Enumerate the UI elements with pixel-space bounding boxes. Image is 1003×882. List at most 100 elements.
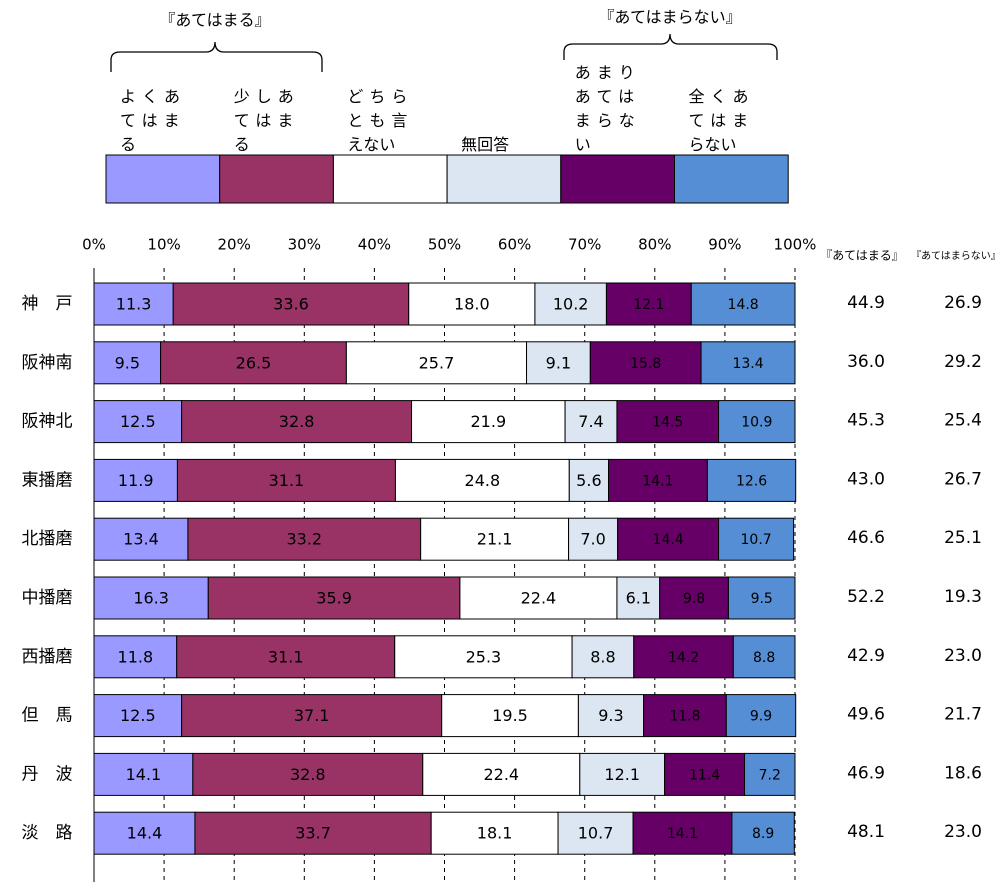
value-label: 26.5: [236, 353, 272, 372]
summary-value: 52.2: [847, 587, 885, 607]
bar: [557, 811, 634, 855]
value-label: 24.8: [465, 471, 501, 490]
bar: [394, 635, 573, 679]
bar: [176, 458, 396, 502]
bar: [187, 517, 422, 561]
summary-value: 26.9: [944, 293, 982, 313]
value-label: 8.8: [590, 647, 615, 666]
value-label: 13.4: [732, 356, 763, 372]
value-label: 21.1: [477, 530, 513, 549]
value-label: 12.5: [120, 412, 156, 431]
value-label: 7.2: [759, 767, 781, 783]
value-label: 10.7: [578, 824, 614, 843]
legend-swatch: [560, 154, 675, 204]
value-label: 11.4: [689, 767, 720, 783]
bar: [345, 341, 528, 385]
category-label: 中播磨: [22, 588, 73, 608]
value-label: 21.9: [471, 412, 507, 431]
value-label: 9.5: [115, 353, 140, 372]
legend-label: あまりあてはまらない: [575, 63, 641, 154]
summary-value: 23.0: [944, 822, 982, 842]
value-label: 14.4: [127, 824, 163, 843]
bar: [181, 694, 443, 738]
x-tick-label: 40%: [358, 236, 391, 254]
x-tick-label: 30%: [288, 236, 321, 254]
value-label: 10.2: [553, 295, 589, 314]
value-label: 12.1: [604, 765, 640, 784]
bar: [93, 458, 178, 502]
value-label: 37.1: [294, 706, 330, 725]
bar: [579, 752, 666, 796]
value-label: 18.0: [454, 295, 490, 314]
value-label: 19.5: [492, 706, 528, 725]
bar: [160, 341, 347, 385]
summary-value: 48.1: [847, 822, 885, 842]
legend-label: 全くあてはまらない: [689, 87, 755, 154]
summary-value: 36.0: [847, 352, 885, 372]
bar: [577, 694, 645, 738]
value-label: 13.4: [123, 530, 159, 549]
bar: [659, 576, 729, 620]
bar: [706, 458, 797, 502]
bar: [93, 635, 178, 679]
value-label: 10.7: [741, 532, 772, 548]
summary-value: 23.0: [944, 646, 982, 666]
bar: [564, 400, 618, 444]
bar: [616, 576, 661, 620]
value-label: 9.9: [750, 709, 772, 725]
value-label: 14.1: [667, 826, 698, 842]
legend-label: 少しあてはまる: [234, 87, 300, 154]
value-label: 8.8: [753, 650, 775, 666]
value-label: 10.9: [741, 415, 772, 431]
x-tick-label: 100%: [774, 236, 817, 254]
x-tick-label: 50%: [428, 236, 461, 254]
legend-label: どちらとも言えない: [347, 87, 413, 154]
summary-value: 29.2: [944, 352, 982, 372]
value-label: 33.6: [273, 295, 309, 314]
bar: [93, 400, 183, 444]
value-label: 18.1: [477, 824, 513, 843]
legend-brace: [563, 33, 778, 60]
category-label: 但 馬: [22, 706, 73, 726]
value-label: 12.6: [736, 473, 767, 489]
value-label: 9.1: [546, 353, 571, 372]
category-label: 淡 路: [22, 823, 73, 843]
bar: [664, 752, 746, 796]
category-label: 阪神北: [22, 412, 73, 432]
category-label: 東播磨: [22, 470, 73, 490]
value-label: 33.2: [286, 530, 322, 549]
summary-value: 25.1: [944, 528, 982, 548]
bar: [744, 752, 796, 796]
summary-value: 43.0: [847, 469, 885, 489]
value-label: 33.7: [295, 824, 331, 843]
value-label: 9.8: [683, 591, 705, 607]
value-label: 11.8: [118, 647, 154, 666]
legend-swatch: [105, 154, 221, 204]
summary-value: 44.9: [847, 293, 885, 313]
category-label: 阪神南: [22, 353, 73, 373]
bar: [690, 282, 796, 326]
value-label: 12.5: [120, 706, 156, 725]
legend-swatch: [219, 154, 334, 204]
bar: [718, 400, 796, 444]
value-label: 14.1: [126, 765, 162, 784]
bar: [411, 400, 566, 444]
bar: [568, 458, 610, 502]
bar: [605, 282, 692, 326]
value-label: 15.8: [630, 356, 661, 372]
x-tick-label: 60%: [498, 236, 531, 254]
bar: [568, 517, 619, 561]
legend-swatch: [332, 154, 448, 204]
summary-value: 26.7: [944, 469, 982, 489]
summary-value: 42.9: [847, 646, 885, 666]
x-tick-label: 70%: [568, 236, 601, 254]
bar: [534, 282, 607, 326]
value-label: 6.1: [626, 589, 651, 608]
legend-group-label: 『あてはまる』: [159, 11, 270, 30]
value-label: 31.1: [268, 647, 304, 666]
value-label: 7.4: [578, 412, 603, 431]
bar: [176, 635, 396, 679]
bar: [93, 752, 194, 796]
bar: [700, 341, 796, 385]
